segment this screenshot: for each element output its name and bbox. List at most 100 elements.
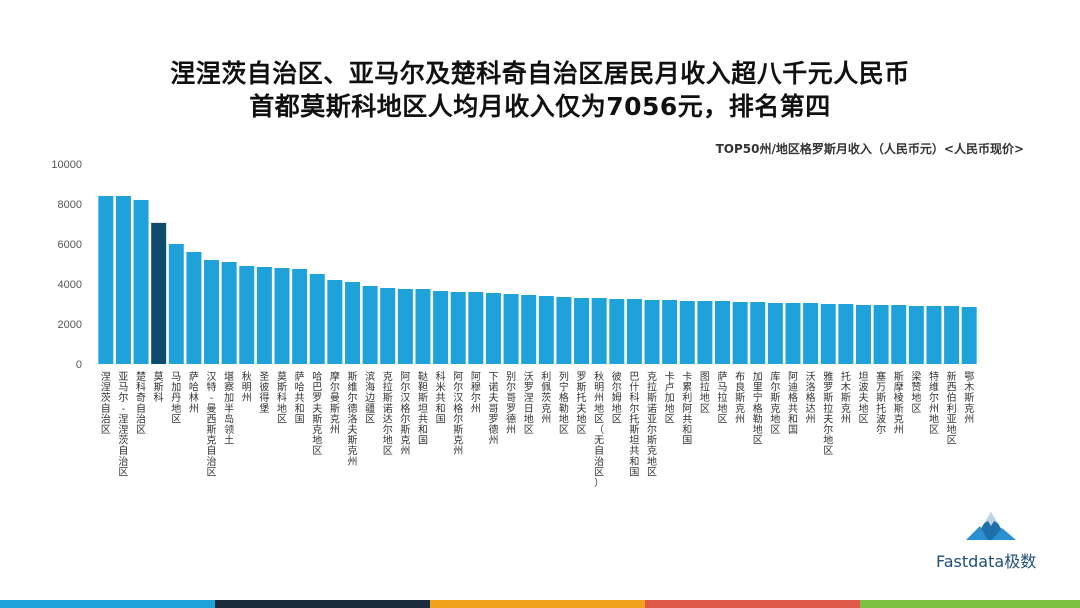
bar: [626, 299, 642, 364]
x-tick-label: 滨海边疆区: [365, 370, 375, 425]
x-tick-label: 新西伯利亚地区: [947, 370, 957, 447]
x-tick-label: 托木斯克州: [841, 370, 851, 425]
bar: [168, 244, 184, 364]
x-tick-label: 科米共和国: [436, 370, 446, 425]
x-tick-label: 图拉地区: [700, 371, 710, 415]
bar: [591, 298, 607, 364]
bar: [415, 289, 431, 364]
bar: [697, 301, 713, 364]
x-tick-label: 秋明州地区（无自治区）: [594, 370, 604, 489]
bar: [926, 306, 942, 364]
bar: [433, 291, 449, 364]
chart-title-line-2: 首都莫斯科地区人均月收入仅为7056元，排名第四: [249, 92, 831, 121]
bar: [309, 274, 325, 364]
footer-segment: [645, 600, 860, 608]
chart-title-line-1: 涅涅茨自治区、亚马尔及楚科奇自治区居民月收入超八千元人民币: [170, 59, 910, 88]
x-tick-label: 莫斯科地区: [277, 371, 287, 425]
x-tick-label: 克拉斯诺达尔地区: [383, 371, 393, 457]
bar: [327, 280, 343, 364]
bar: [891, 305, 907, 364]
x-tick-label: 巴什科尔托斯坦共和国: [629, 371, 639, 478]
bar: [115, 196, 131, 364]
bar: [521, 295, 537, 364]
footer-segment: [430, 600, 645, 608]
chart-subtitle: TOP50州/地区格罗斯月收入（人民币元）<人民币现价>: [715, 142, 1024, 156]
x-tick-label: 卡卢加地区: [665, 370, 675, 425]
bar: [186, 252, 202, 364]
x-tick-label: 阿迪格共和国: [788, 371, 798, 436]
x-tick-label: 莫斯科: [154, 371, 164, 404]
y-tick-label: 10000: [51, 159, 82, 171]
x-tick-label: 坦波夫地区: [858, 370, 868, 425]
x-tick-label: 楚科奇自治区: [136, 370, 146, 436]
mountain-logo-icon: [966, 512, 1016, 540]
x-tick-label: 秋明州: [242, 370, 252, 404]
bar: [151, 222, 167, 364]
footer-color-bar: [0, 600, 1080, 608]
bar: [944, 306, 960, 364]
x-tick-label: 罗斯托夫地区: [577, 371, 587, 436]
x-tick-label: 雅罗斯拉夫尔地区: [823, 370, 833, 457]
bar: [750, 302, 766, 364]
bar: [644, 300, 660, 364]
x-tick-label: 沃洛格达州: [806, 371, 816, 425]
bar: [204, 260, 220, 364]
bar: [450, 292, 466, 364]
x-tick-label: 萨哈林州: [189, 371, 199, 415]
footer-segment: [860, 600, 1080, 608]
x-tick-label: 斯维尔德洛夫斯克州: [347, 370, 357, 468]
bar: [256, 267, 272, 364]
x-tick-label: 哈巴罗夫斯克地区: [312, 370, 322, 457]
x-tick-label: 鄂木斯克州: [964, 371, 974, 425]
bar: [732, 302, 748, 364]
x-tick-label: 汉特-曼西斯克自治区: [207, 371, 217, 478]
bar: [820, 304, 836, 364]
bar: [362, 286, 378, 364]
x-tick-label: 斯摩棱斯克州: [894, 370, 904, 436]
bar: [679, 301, 695, 364]
x-tick-label: 梁赞地区: [911, 370, 921, 415]
x-tick-label: 萨马拉地区: [718, 371, 728, 425]
footer-segment: [0, 600, 215, 608]
x-tick-label: 利佩茨克州: [541, 371, 551, 425]
y-tick-label: 4000: [58, 279, 82, 291]
x-tick-label: 加里宁格勒地区: [753, 371, 763, 447]
bar: [715, 301, 730, 364]
x-tick-label: 塞万斯托波尔: [876, 370, 886, 436]
bar: [397, 289, 413, 364]
bar: [803, 303, 819, 364]
x-tick-label: 摩尔曼斯克州: [330, 370, 340, 436]
x-tick-label: 卡累利阿共和国: [682, 370, 692, 447]
bar: [662, 300, 678, 364]
x-tick-label: 下诺夫哥罗德州: [488, 372, 498, 447]
y-tick-label: 8000: [58, 199, 82, 211]
bar: [380, 288, 396, 364]
bar: [609, 299, 625, 364]
bar: [221, 262, 237, 364]
bar: [838, 304, 854, 364]
x-tick-label: 别尔哥罗德州: [506, 371, 516, 436]
x-tick-label: 阿尔汉格尔斯克州: [400, 371, 410, 457]
bar: [767, 303, 783, 364]
bar: [538, 296, 554, 364]
x-tick-label: 堪察加半岛领土: [224, 371, 234, 447]
income-bar-chart: 0 2000 4000 6000 8000 10000 涅涅茨自治区亚马尔-涅涅茨自治区楚科…: [51, 159, 977, 489]
x-tick-label: 克拉斯诺亚尔斯克地区: [647, 371, 657, 478]
x-tick-label: 特维尔州地区: [929, 371, 939, 436]
y-tick-label: 0: [76, 359, 82, 371]
bar: [574, 298, 590, 364]
footer-segment: [215, 600, 430, 608]
x-tick-label: 亚马尔-涅涅茨自治区: [118, 372, 128, 478]
x-tick-label: 布良斯克州: [735, 371, 745, 425]
bar: [345, 282, 360, 364]
bar: [239, 266, 255, 364]
bar: [98, 196, 114, 364]
x-tick-label: 沃罗涅日地区: [524, 371, 534, 436]
bar: [785, 303, 801, 364]
y-tick-label: 2000: [58, 319, 82, 331]
x-tick-label: 萨哈共和国: [295, 371, 305, 425]
bar: [503, 294, 519, 364]
bar: [274, 268, 290, 364]
bar: [292, 269, 308, 364]
x-tick-label: 库尔斯克地区: [770, 370, 780, 436]
